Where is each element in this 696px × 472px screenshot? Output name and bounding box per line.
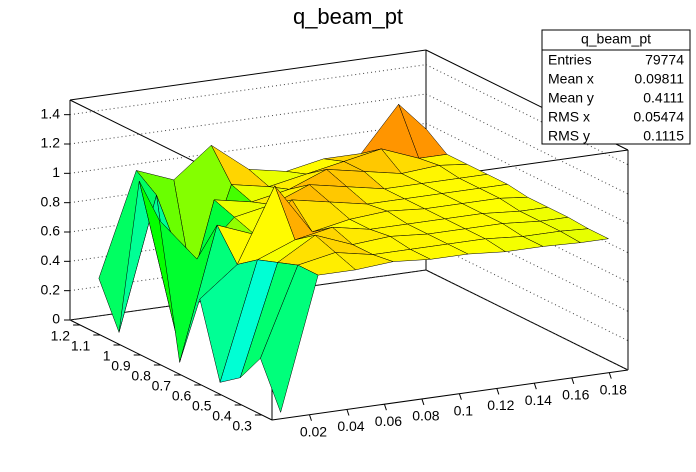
x-tick bbox=[383, 404, 387, 411]
y-tick-label: 0.4 bbox=[212, 408, 232, 424]
stats-label: RMS x bbox=[548, 109, 590, 125]
grid-line bbox=[425, 240, 629, 342]
stats-value: 0.1115 bbox=[643, 128, 684, 144]
stats-label: Mean y bbox=[548, 90, 594, 106]
chart-title: q_beam_pt bbox=[293, 4, 403, 29]
surface bbox=[98, 103, 610, 414]
x-tick bbox=[421, 398, 425, 406]
x-tick-label: 0.1 bbox=[454, 402, 474, 418]
surface-patch bbox=[260, 264, 319, 414]
y-tick-label: 0.6 bbox=[172, 388, 192, 404]
grid-line bbox=[425, 269, 629, 371]
stats-label: Mean x bbox=[548, 71, 594, 87]
stats-label: RMS y bbox=[548, 128, 590, 144]
stats-value: 0.05474 bbox=[633, 109, 684, 125]
stats-label: Entries bbox=[548, 52, 592, 68]
x-tick bbox=[571, 377, 575, 385]
stats-box: q_beam_pt Entries 79774 Mean x 0.09811 Mean … bbox=[541, 29, 691, 145]
x-tick bbox=[496, 388, 500, 395]
x-tick-label: 0.16 bbox=[562, 387, 589, 403]
stats-value: 79774 bbox=[645, 52, 684, 68]
z-tick-label: 0.4 bbox=[41, 252, 61, 268]
stats-value: 0.4111 bbox=[643, 90, 684, 106]
z-tick-label: 0.8 bbox=[41, 193, 61, 209]
y-tick-label: 0.9 bbox=[111, 358, 131, 374]
stats-frame bbox=[541, 29, 691, 145]
axes: 0.02 0.04 0.06 0.08 0.1 0.12 0.14 0.16 0.180.30.… bbox=[41, 105, 628, 439]
y-tick-label: 0.5 bbox=[192, 398, 212, 414]
x-tick bbox=[458, 393, 462, 400]
grid-line bbox=[425, 122, 629, 224]
y-tick-label: 1 bbox=[103, 348, 111, 364]
stats-value: 0.09811 bbox=[634, 71, 684, 87]
x-tick-label: 0.06 bbox=[375, 413, 402, 429]
z-tick-label: 1.2 bbox=[41, 135, 61, 151]
y-tick-label: 0.8 bbox=[131, 368, 151, 384]
x-tick-label: 0.02 bbox=[300, 423, 327, 439]
x-tick bbox=[533, 382, 537, 390]
x-tick-label: 0.08 bbox=[412, 408, 439, 424]
z-tick-label: 0.6 bbox=[41, 223, 61, 239]
x-tick bbox=[346, 409, 350, 416]
x-tick-label: 0.12 bbox=[487, 397, 514, 413]
stats-title: q_beam_pt bbox=[581, 31, 651, 47]
grid-line bbox=[425, 93, 629, 195]
x-tick bbox=[608, 372, 612, 379]
z-tick-label: 1 bbox=[52, 164, 60, 180]
y-tick-label: 1.1 bbox=[71, 338, 91, 354]
grid-line bbox=[425, 210, 629, 312]
y-tick-label: 0.7 bbox=[152, 378, 172, 394]
z-tick-label: 0.2 bbox=[41, 281, 61, 297]
x-tick-label: 0.04 bbox=[337, 418, 364, 434]
x-tick-label: 0.14 bbox=[525, 392, 552, 408]
z-tick-label: 1.4 bbox=[41, 105, 61, 121]
y-tick-label: 0.3 bbox=[232, 418, 252, 434]
grid-line bbox=[425, 64, 629, 166]
z-tick-label: 0 bbox=[52, 311, 60, 327]
box-edge bbox=[271, 369, 629, 421]
x-tick bbox=[308, 414, 312, 421]
x-tick-label: 0.18 bbox=[600, 381, 627, 397]
box-edge bbox=[69, 319, 273, 421]
y-tick-label: 1.2 bbox=[51, 328, 71, 344]
box-edge bbox=[69, 49, 427, 101]
stats-rows: Entries 79774 Mean x 0.09811 Mean y 0.4111 RMS… bbox=[548, 52, 684, 144]
